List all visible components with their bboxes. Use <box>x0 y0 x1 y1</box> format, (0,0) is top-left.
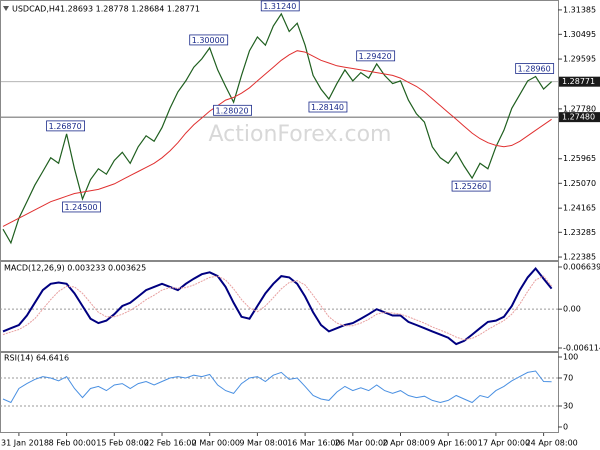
annotation-label: 1.28140 <box>311 103 344 112</box>
series-line <box>2 370 552 404</box>
x-tick-label: 2 Apr 08:00 <box>383 439 430 448</box>
panel-frame <box>0 261 559 352</box>
watermark: ActionForex.com <box>209 122 392 147</box>
annotation-label: 1.28960 <box>518 64 551 73</box>
x-tick-label: 2 Mar 00:00 <box>192 439 240 448</box>
annotation-label: 1.26870 <box>49 122 82 131</box>
y-tick-label: 1.27780 <box>563 104 596 113</box>
y-tick-label: 30 <box>563 402 573 411</box>
rsi-title: RSI(14) 64.6416 <box>4 354 69 363</box>
y-tick-label: 1.29595 <box>563 55 596 64</box>
annotation-box <box>213 104 252 116</box>
series-line <box>2 266 553 346</box>
y-tick-label: 0 <box>563 423 568 432</box>
macd-title: MACD(12,26,9) 0.003233 0.003625 <box>4 264 146 273</box>
x-tick-label: 24 Apr 08:00 <box>526 439 578 448</box>
y-tick-label: 1.25965 <box>563 154 596 163</box>
y-tick-label: -0.006114 <box>563 344 600 353</box>
annotation-box <box>356 50 396 62</box>
annotation-label: 1.28020 <box>216 106 249 115</box>
annotation-box <box>308 101 348 113</box>
x-tick-label: 9 Apr 16:00 <box>430 439 477 448</box>
annotation-box <box>260 0 300 12</box>
symbol-icon <box>3 6 9 11</box>
annotation-label: 1.29420 <box>359 52 392 61</box>
level-label-box <box>559 76 600 87</box>
x-tick-label: 15 Feb 08:00 <box>96 439 148 448</box>
y-tick-label: 1.22385 <box>563 253 596 262</box>
y-tick-label: 1.23285 <box>563 228 596 237</box>
chart-title: USDCAD,H4 <box>12 5 60 14</box>
panel-frame <box>0 352 559 433</box>
x-tick-label: 9 Mar 08:00 <box>239 439 287 448</box>
y-tick-label: 0.006639 <box>563 263 600 272</box>
annotation-box <box>189 34 229 46</box>
series-line <box>2 275 552 341</box>
x-tick-label: 16 Mar 16:00 <box>287 439 340 448</box>
annotation-label: 1.25260 <box>454 182 487 191</box>
annotation-label: 1.30000 <box>192 36 225 45</box>
y-tick-label: 100 <box>563 353 578 362</box>
x-tick-label: 31 Jan 2018 <box>1 439 49 448</box>
series-line <box>2 12 553 245</box>
annotation-label: 1.31240 <box>263 2 296 11</box>
annotation-box <box>451 180 491 192</box>
x-tick-label: 22 Feb 16:00 <box>144 439 196 448</box>
x-tick-label: 8 Feb 00:00 <box>49 439 96 448</box>
level-label: 1.28771 <box>562 77 595 86</box>
x-tick-label: 17 Apr 00:00 <box>478 439 530 448</box>
y-tick-label: 0.00 <box>563 305 581 314</box>
annotation-label: 1.24500 <box>65 203 98 212</box>
y-tick-label: 1.30495 <box>563 30 596 39</box>
chart-subtitle: 1.28693 1.28778 1.28684 1.28771 <box>60 5 200 14</box>
annotation-box <box>62 201 101 213</box>
level-label: 1.27480 <box>562 113 595 122</box>
y-tick-label: 1.31385 <box>563 5 596 14</box>
level-label-box <box>559 112 600 123</box>
series-line <box>2 50 552 227</box>
annotation-box <box>46 120 85 132</box>
y-tick-label: 1.24165 <box>563 204 596 213</box>
y-tick-label: 1.25070 <box>563 179 596 188</box>
annotation-box <box>515 63 555 74</box>
y-tick-label: 70 <box>563 374 573 383</box>
x-tick-label: 26 Mar 00:00 <box>335 439 388 448</box>
